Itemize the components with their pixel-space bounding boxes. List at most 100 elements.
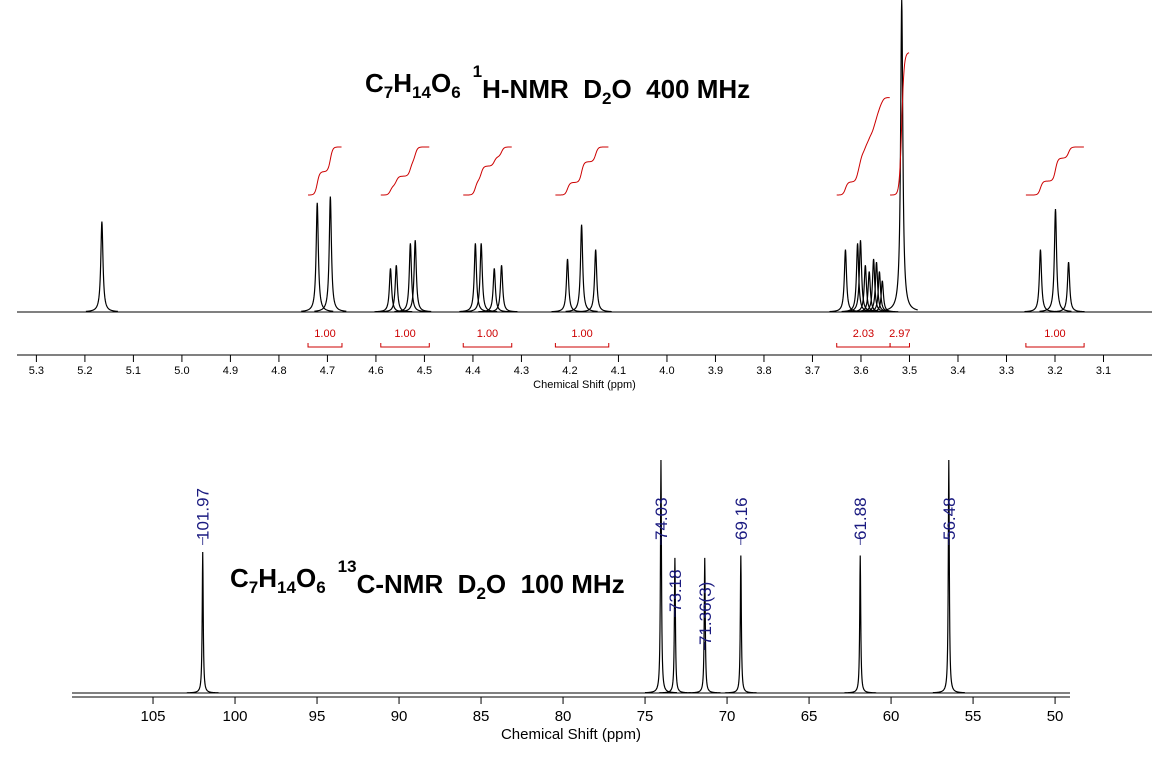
peak <box>186 552 219 694</box>
integral-curve <box>308 146 342 196</box>
title-part: 13 <box>338 557 357 576</box>
peak <box>485 265 518 313</box>
chart-title: C7H14O61H-NMR D2O 400 MHz <box>365 62 750 108</box>
integral-label: 1.00 <box>394 328 415 340</box>
peak <box>565 224 598 313</box>
peak <box>866 280 899 313</box>
x-tick-label: 5.0 <box>174 365 189 377</box>
x-tick-label: 105 <box>141 708 166 725</box>
integral-curve <box>1025 146 1084 196</box>
x-tick-label: 100 <box>223 708 248 725</box>
x-tick-label: 4.3 <box>514 365 529 377</box>
peak <box>551 258 584 313</box>
title-part: C <box>230 563 249 593</box>
title-part: H-NMR D <box>482 74 602 104</box>
title-part: 2 <box>602 89 611 108</box>
x-tick-label: 85 <box>473 708 490 725</box>
x-tick-label: 95 <box>309 708 326 725</box>
integral-label: 2.03 <box>853 328 874 340</box>
peak-label: 73.18 <box>666 569 685 612</box>
integral-bracket <box>307 343 343 348</box>
peak <box>724 555 757 694</box>
peak <box>579 249 612 313</box>
x-tick-label: 70 <box>719 708 736 725</box>
peak-label: 101.97 <box>194 488 213 540</box>
integral-curve <box>890 52 910 196</box>
integral-bracket <box>554 343 610 348</box>
peak-label: 74.03 <box>652 497 671 540</box>
integral-label: 1.00 <box>1044 328 1065 340</box>
x-axis-label: Chemical Shift (ppm) <box>501 726 641 743</box>
x-tick-label: 4.1 <box>611 365 626 377</box>
x-tick-label: 5.1 <box>126 365 141 377</box>
x-axis-label: Chemical Shift (ppm) <box>533 379 636 391</box>
title-part: O 400 MHz <box>611 74 750 104</box>
x-tick-label: 5.2 <box>77 365 92 377</box>
title-part: 7 <box>384 83 393 102</box>
integral-curve <box>836 97 890 196</box>
integral-label: 2.97 <box>889 328 910 340</box>
peak <box>85 221 118 313</box>
x-tick-label: 3.5 <box>902 365 917 377</box>
title-part: 2 <box>476 584 485 603</box>
chart-title: C7H14O6 13C-NMR D2O 100 MHz <box>230 557 625 603</box>
peak <box>844 555 877 694</box>
peak-label: 56.48 <box>940 497 959 540</box>
x-tick-label: 3.3 <box>999 365 1014 377</box>
integral-bracket <box>889 343 910 348</box>
title-part: H <box>393 68 412 98</box>
peak-label: 69.16 <box>732 497 751 540</box>
integral-bracket <box>380 343 430 348</box>
title-part: 7 <box>249 578 258 597</box>
integral-curve <box>463 146 512 196</box>
x-tick-label: 4.5 <box>417 365 432 377</box>
x-tick-label: 80 <box>555 708 572 725</box>
peak <box>1039 208 1072 312</box>
x-tick-label: 3.9 <box>708 365 723 377</box>
peak <box>301 202 334 312</box>
x-tick-label: 3.7 <box>805 365 820 377</box>
x-tick-label: 5.3 <box>29 365 44 377</box>
title-part: 14 <box>412 83 431 102</box>
x-tick-label: 4.9 <box>223 365 238 377</box>
x-tick-label: 65 <box>801 708 818 725</box>
integral-bracket <box>1025 343 1085 348</box>
x-tick-label: 3.6 <box>853 365 868 377</box>
title-part: 1 <box>473 62 482 81</box>
peak <box>1052 261 1085 313</box>
x-tick-label: 4.6 <box>368 365 383 377</box>
peak <box>688 557 721 694</box>
x-tick-label: 4.7 <box>320 365 335 377</box>
title-part: O <box>296 563 316 593</box>
peak <box>478 268 511 313</box>
x-tick-label: 3.1 <box>1096 365 1111 377</box>
x-tick-label: 3.4 <box>950 365 965 377</box>
peak <box>932 460 965 694</box>
peak <box>380 265 413 313</box>
x-tick-label: 4.4 <box>465 365 480 377</box>
x-tick-label: 4.2 <box>562 365 577 377</box>
title-part: H <box>258 563 277 593</box>
x-tick-label: 75 <box>637 708 654 725</box>
title-part: O <box>431 68 451 98</box>
peak-label: 61.88 <box>851 497 870 540</box>
x-tick-label: 60 <box>883 708 900 725</box>
integral-label: 1.00 <box>314 328 335 340</box>
integral-bracket <box>462 343 513 348</box>
x-tick-label: 90 <box>391 708 408 725</box>
x-tick-label: 4.8 <box>271 365 286 377</box>
peak-label: 71.36(3) <box>696 582 715 645</box>
x-tick-label: 4.0 <box>659 365 674 377</box>
title-part: 6 <box>451 83 460 102</box>
peak <box>399 240 432 313</box>
integral-label: 1.00 <box>571 328 592 340</box>
title-part: C <box>365 68 384 98</box>
x-tick-label: 50 <box>1047 708 1064 725</box>
x-tick-label: 3.8 <box>756 365 771 377</box>
peak <box>644 460 677 694</box>
peak <box>1024 249 1057 313</box>
peak <box>885 0 918 311</box>
x-tick-label: 55 <box>965 708 982 725</box>
